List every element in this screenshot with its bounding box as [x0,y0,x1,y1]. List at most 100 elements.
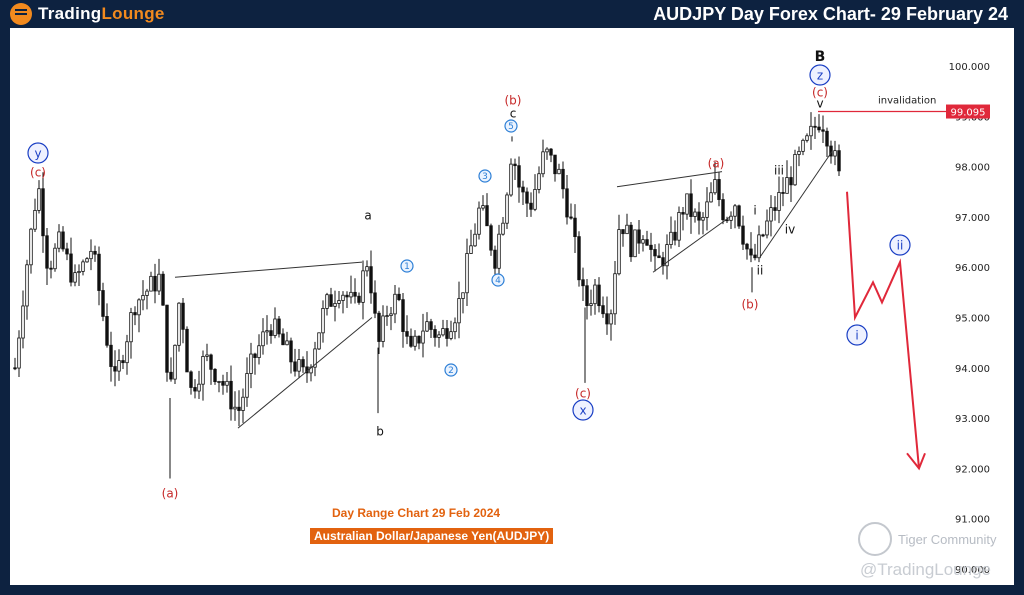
candle-body [513,163,517,167]
candle-body [25,264,29,307]
candle-body [477,207,481,235]
wave-label: (c) [812,85,828,99]
candle-body [105,316,109,346]
candle-body [533,188,537,210]
wave-label: 5 [508,122,514,132]
wave-label: iv [785,222,795,236]
candle-body [585,285,589,306]
candle-body [497,233,501,269]
wave-label: (c) [575,386,591,400]
candle-body [69,253,73,283]
range-caption: Day Range Chart 29 Feb 2024 [332,506,501,520]
candle-body [89,250,93,260]
candle-body [37,188,41,211]
candle-body [697,211,701,221]
candle-body [837,150,841,172]
candle-body [789,177,793,186]
candle-body [709,192,713,203]
candle-body [381,315,385,342]
wave-label-circle [27,142,49,164]
candle-body [109,344,113,367]
y-tick-label: 92.000 [955,464,990,475]
wave-label: (a) [162,486,179,500]
logo-suffix: Lounge [101,4,165,23]
candle-body [101,290,105,317]
trendline [759,151,833,258]
candle-body [269,330,273,336]
candle-body [217,381,221,383]
wave-label: ii [757,263,764,277]
candle-body [333,303,337,307]
candle-body [309,366,313,374]
candle-body [673,231,677,241]
candle-body [541,151,545,175]
candle-body [769,207,773,222]
candle-body [185,328,189,373]
candle-body [429,321,433,330]
candle-body [117,360,121,372]
candle-body [525,191,529,204]
candle-body [733,205,737,217]
candle-body [805,135,809,141]
candle-body [473,233,477,247]
candle-body [377,312,381,342]
candle-body [601,305,605,315]
candle-body [317,332,321,350]
wave-label-circle [572,399,594,421]
candle-body [133,312,137,316]
invalidation-label: invalidation [878,96,936,107]
candle-body [745,243,749,250]
candle-body [29,228,33,266]
wave-label: ii [897,238,904,252]
candle-body [465,253,469,294]
trading-lounge-logo: TradingLounge [10,3,165,25]
candle-body [793,154,797,186]
wave-label: z [817,68,823,82]
y-tick-label: 91.000 [955,515,990,526]
candle-body [501,222,505,235]
candle-body [345,294,349,298]
candle-body [97,253,101,291]
candle-body [661,257,665,267]
candle-body [353,291,357,297]
candle-body [509,163,513,196]
wave-label: (a) [708,156,725,170]
candle-body [557,168,561,175]
candle-body [741,225,745,245]
tiger-community-watermark: Tiger Community [858,522,996,556]
candle-body [433,329,437,338]
candle-body [285,340,289,346]
tiger-community-text: Tiger Community [898,531,997,547]
candle-body [253,353,257,358]
candle-body [125,341,129,364]
candle-body [633,229,637,258]
candle-body [137,299,141,316]
candle-body [33,210,37,230]
candle-body [717,179,721,200]
candle-body [277,318,281,335]
candle-body [249,353,253,374]
logo-icon [10,3,32,25]
y-tick-label: 90.000 [955,565,990,576]
candle-body [785,177,789,194]
wave-label-circle [478,169,492,183]
tiger-logo-icon [858,522,892,556]
candle-body [761,234,765,237]
candle-body [73,272,77,283]
candle-body [153,275,157,292]
candle-body [241,396,245,411]
candle-body [829,145,833,157]
projection-path [846,191,920,469]
candle-body [749,248,753,256]
candle-body [369,266,373,294]
candle-body [469,245,473,254]
candle-body [257,345,261,358]
wave-label: 2 [448,366,454,376]
candle-body [437,334,441,338]
candle-body [357,295,361,303]
wave-label-circle [809,64,831,86]
candle-body [445,328,449,339]
candle-body [821,129,825,132]
